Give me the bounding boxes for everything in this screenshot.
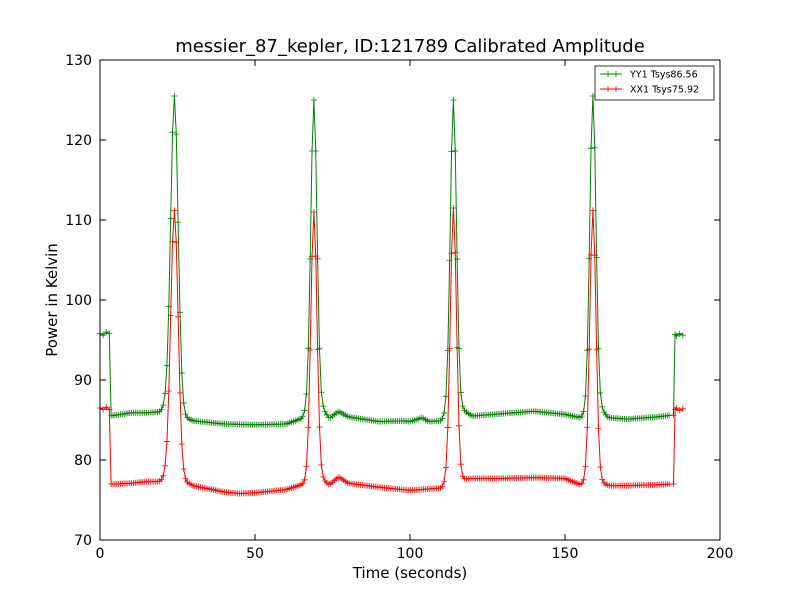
legend-label-yy1: YY1 Tsys86.56 [629,70,698,81]
y-tick-label: 120 [65,133,92,149]
x-tick-label: 100 [397,546,424,562]
plot-area [100,60,720,540]
series-layer [97,93,686,497]
y-axis-label: Power in Kelvin [43,243,61,357]
x-tick-label: 50 [246,546,264,562]
y-tick-label: 80 [74,453,92,469]
y-tick-label: 70 [74,533,92,549]
x-tick-label: 150 [552,546,579,562]
legend-label-xx1: XX1 Tsys75.92 [630,85,699,96]
y-axis: 70 80 90 100 110 120 130 [65,53,720,549]
y-tick-label: 100 [65,293,92,309]
legend-box [594,65,715,101]
y-tick-label: 130 [65,53,92,69]
x-tick-label: 200 [707,546,734,562]
x-axis-label: Time (seconds) [352,564,468,582]
x-tick-label: 0 [96,546,105,562]
legend-marker-xx1 [605,86,619,92]
legend: YY1 Tsys86.56 XX1 Tsys75.92 [594,65,715,101]
chart-title: messier_87_kepler, ID:121789 Calibrated … [175,36,645,57]
x-axis: 0 50 100 150 200 [96,60,734,562]
y-tick-label: 110 [65,213,92,229]
legend-marker-yy1 [605,71,619,77]
y-tick-label: 90 [74,373,92,389]
